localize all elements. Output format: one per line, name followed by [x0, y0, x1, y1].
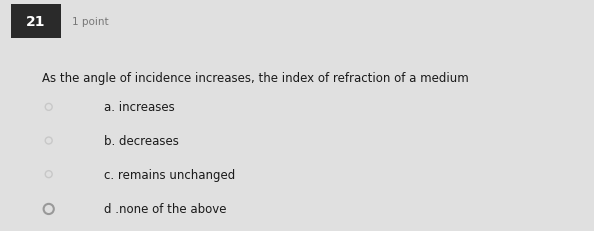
- Text: d .none of the above: d .none of the above: [104, 203, 226, 216]
- Text: As the angle of incidence increases, the index of refraction of a medium: As the angle of incidence increases, the…: [42, 72, 468, 85]
- Text: c. remains unchanged: c. remains unchanged: [104, 168, 235, 181]
- Text: 1 point: 1 point: [72, 17, 109, 27]
- Text: a. increases: a. increases: [104, 101, 175, 114]
- Text: b. decreases: b. decreases: [104, 134, 179, 147]
- Text: 21: 21: [26, 15, 46, 29]
